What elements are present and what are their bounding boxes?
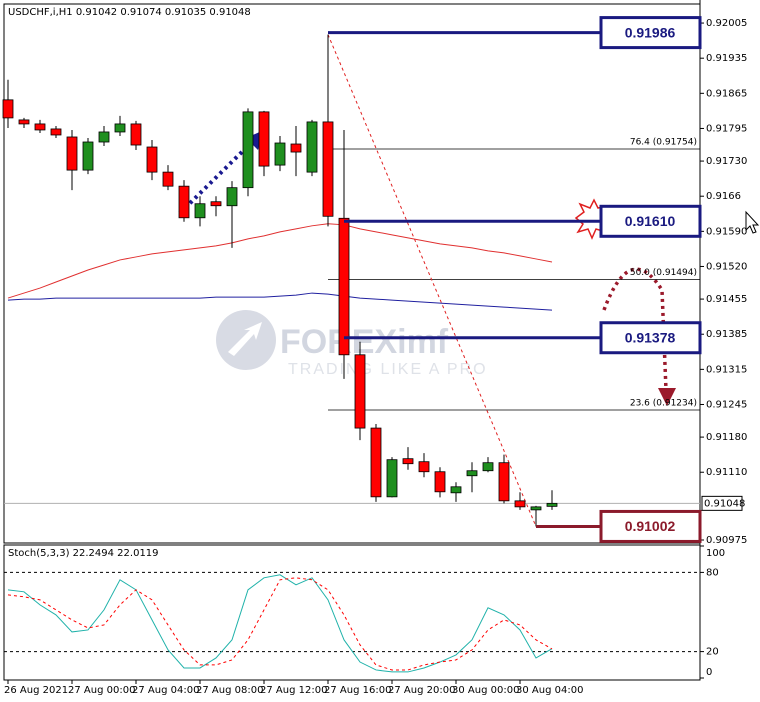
x-tick-label: 30 Aug 00:00 [452,685,519,696]
stoch-line [7,574,553,673]
level-label: 0.91986 [625,24,676,40]
watermark-subtitle: TRADING LIKE A PRO [288,361,488,378]
y-tick-label: 0.91935 [706,53,747,64]
candle-body [418,461,430,473]
candle-body [258,111,270,167]
moving-average [7,223,553,299]
x-tick-label: 27 Aug 08:00 [196,685,263,696]
level-box [599,321,702,355]
fib-label: 23.6 (0.91234) [630,399,697,409]
candle-body [178,185,190,219]
current-price-tag [701,495,743,511]
candle-body [34,123,46,131]
y-tick-label: 0.91795 [706,123,747,134]
y-tick-label: 100 [706,548,725,559]
y-tick-label: 0 [706,667,712,678]
candle-body [306,121,318,173]
candle-body [386,459,398,498]
y-tick-label: 0.91245 [706,399,747,410]
x-tick-label: 26 Aug 2021 [4,685,68,696]
candle-body [242,111,254,189]
cursor-icon [745,210,760,234]
y-tick-label: 0.91385 [706,329,747,340]
candle-body [194,203,206,219]
level-box [599,509,702,543]
level-label: 0.91002 [625,518,676,534]
candle-body [2,99,14,119]
candle-body [546,502,558,507]
stoch-line [7,577,553,671]
watermark-logo-arrow [228,322,262,356]
y-tick-label: 0.91730 [706,156,747,167]
y-tick-label: 0.91180 [706,432,747,443]
x-tick-label: 30 Aug 04:00 [516,685,583,696]
y-tick-label: 0.91590 [706,226,747,237]
fib-label: 76.4 (0.91754) [630,138,697,148]
candle-body [498,462,510,502]
candle-body [146,146,158,173]
x-tick-label: 27 Aug 16:00 [324,685,391,696]
moving-average [7,292,553,311]
stoch-title: Stoch(5,3,3) 22.2494 22.0119 [8,548,159,559]
candle-body [530,506,542,511]
candle-body [290,143,302,153]
candle-body [98,131,110,143]
x-tick-label: 27 Aug 20:00 [388,685,455,696]
x-tick-label: 27 Aug 04:00 [132,685,199,696]
candle-body [274,142,286,166]
y-tick-label: 0.91455 [706,294,747,305]
candle-body [50,128,62,136]
fib-label: 50.0 (0.91494) [630,268,697,278]
y-tick-label: 0.9166 [706,191,741,202]
candle-body [434,471,446,493]
candle-body [162,171,174,187]
candle-body [114,123,126,133]
candle-body [18,119,30,125]
fib-trendline [327,34,537,527]
y-tick-label: 0.91865 [706,88,747,99]
candle-body [338,217,350,356]
candle-body [130,123,142,146]
y-tick-label: 20 [706,647,719,658]
chart-title: USDCHF,i,H1 0.91042 0.91074 0.91035 0.91… [8,7,251,18]
bounce-arrow [602,267,668,391]
candle-body [82,141,94,171]
level-box [599,16,702,50]
candle-body [322,121,334,217]
candle-body [514,500,526,508]
level-label: 0.91610 [625,213,676,229]
candle-body [370,427,382,498]
bounce-arrow-head [658,388,676,406]
current-price-label: 0.91048 [704,498,745,509]
y-tick-label: 0.90975 [706,535,747,546]
stoch-panel [3,544,701,681]
candle-body [450,486,462,494]
level-box [599,204,702,238]
level-label: 0.91378 [625,329,676,345]
y-tick-label: 0.91315 [706,364,747,375]
candle-body [354,354,366,429]
main-panel [3,3,701,544]
trend-arrow [178,140,254,215]
x-tick-label: 27 Aug 12:00 [260,685,327,696]
candle-body [210,201,222,207]
candle-body [402,458,414,465]
candle-body [66,136,78,171]
y-tick-label: 80 [706,567,719,578]
candle-body [466,470,478,477]
y-tick-label: 0.91520 [706,261,747,272]
candle-body [482,462,494,472]
y-tick-label: 0.91110 [706,467,747,478]
y-tick-label: 0.92005 [706,18,747,29]
x-tick-label: 27 Aug 00:00 [68,685,135,696]
candle-body [226,187,238,207]
